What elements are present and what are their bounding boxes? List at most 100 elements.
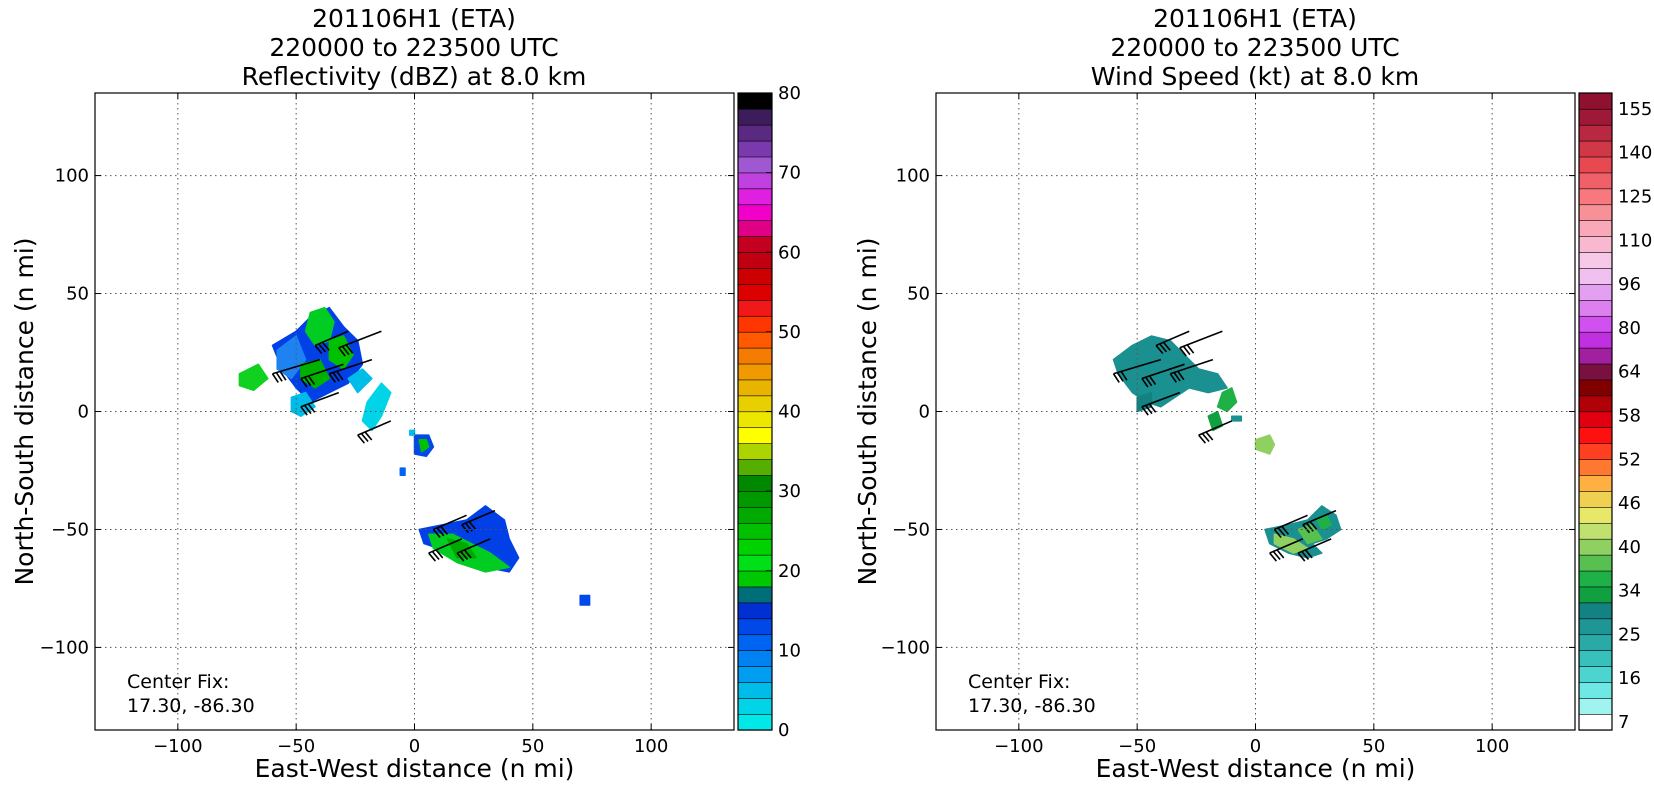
- x-tick-label: 50: [521, 736, 544, 757]
- echo-cell: [1254, 434, 1276, 455]
- wind-barb: [1269, 538, 1304, 562]
- x-tick-label: 50: [1362, 736, 1385, 757]
- wind-barb: [1155, 330, 1190, 354]
- colorbar: 0 10 20 30 40 50 60 70 80: [737, 83, 801, 741]
- wind-barb-feather: [304, 404, 312, 415]
- colorbar-swatch: [1578, 172, 1613, 190]
- wind-barb-staff: [456, 538, 491, 554]
- center-fix-text: 17.30, -86.30: [968, 695, 1096, 717]
- colorbar-swatch: [737, 474, 773, 492]
- wind-barb-staff: [300, 363, 344, 380]
- wind-barb-feather: [332, 372, 340, 382]
- wind-barb-feather: [321, 341, 330, 351]
- wind-barb: [1179, 330, 1223, 357]
- colorbar-swatch: [1578, 570, 1613, 588]
- wind-barb-feather: [1179, 347, 1187, 357]
- colorbar-swatch: [1578, 522, 1613, 540]
- wind-barb: [300, 391, 340, 416]
- colorbar-swatch: [737, 331, 773, 349]
- colorbar-swatch: [1578, 156, 1613, 174]
- y-tick-label: 0: [78, 402, 89, 423]
- wind-barb: [1169, 358, 1214, 383]
- colorbar-tick-label: 50: [778, 322, 801, 343]
- colorbar-swatch: [737, 554, 773, 572]
- colorbar-swatch: [1578, 427, 1613, 444]
- colorbar-tick-label: 155: [1618, 99, 1652, 120]
- colorbar-swatch: [737, 713, 773, 731]
- wind-barb-staff: [329, 358, 373, 375]
- wind-barb-staff: [1141, 391, 1181, 408]
- colorbar-swatch: [1578, 665, 1613, 683]
- chart-title-line: 201106H1 (ETA): [312, 4, 516, 33]
- colorbar-swatch: [737, 347, 773, 365]
- colorbar-tick-label: 58: [1618, 405, 1641, 426]
- wind-barb-feather: [463, 549, 472, 559]
- colorbar-swatch: [737, 665, 773, 683]
- echo-cell: [418, 439, 430, 453]
- wind-barb: [1198, 420, 1233, 444]
- wind-barb-feather: [318, 343, 327, 353]
- wind-barb-staff: [338, 330, 382, 349]
- plot-frame: [935, 92, 1576, 731]
- x-tick-label: 0: [409, 736, 420, 757]
- echo-cell: [238, 363, 269, 392]
- wind-barb-feather: [1116, 372, 1124, 382]
- wind-barb-feather: [1269, 552, 1278, 562]
- center-fix-text: Center Fix:: [127, 671, 229, 693]
- colorbar-tick-label: 46: [1618, 493, 1641, 514]
- echo-cell: [1316, 514, 1332, 531]
- colorbar-swatch: [1578, 443, 1613, 460]
- y-tick-label: 0: [919, 402, 930, 423]
- colorbar-swatch: [1578, 411, 1613, 429]
- wind-barb-feather: [345, 344, 354, 354]
- colorbar-swatch: [737, 443, 773, 460]
- wind-barb-feather: [1205, 431, 1214, 441]
- wind-barb: [271, 358, 321, 383]
- colorbar-swatch: [1578, 140, 1613, 158]
- wind-barb-staff: [300, 391, 340, 408]
- colorbar-swatch: [1578, 236, 1613, 253]
- colorbar-swatch: [737, 124, 773, 142]
- wind-barb-feather: [1112, 373, 1120, 383]
- wind-barb-staff: [1198, 420, 1233, 436]
- wind-barb-feather: [304, 376, 312, 387]
- colorbar-swatch: [1578, 713, 1613, 731]
- colorbar-swatch: [1578, 379, 1613, 397]
- colorbar-swatch: [1578, 251, 1613, 269]
- colorbar-swatch: [737, 427, 773, 444]
- wind-barb-feather: [1169, 373, 1177, 383]
- colorbar-swatch: [1578, 697, 1613, 715]
- wind-barb: [1141, 391, 1181, 416]
- colorbar-frame: [1578, 92, 1613, 731]
- colorbar-swatch: [1578, 108, 1613, 126]
- colorbar-swatch: [1578, 618, 1613, 636]
- colorbar-swatch: [1578, 458, 1613, 476]
- wind-barb-feather: [341, 345, 350, 356]
- echo-cell: [347, 368, 373, 394]
- wind-barb-staff: [1269, 538, 1304, 554]
- colorbar-tick-label: 80: [778, 83, 801, 104]
- wind-barb-feather: [279, 371, 287, 381]
- colorbar-swatch: [737, 681, 773, 699]
- colorbar-swatch: [1578, 634, 1613, 651]
- colorbar-swatch: [1578, 650, 1613, 667]
- echo-cell: [276, 335, 307, 380]
- wind-barb-feather: [1309, 521, 1318, 531]
- chart-title-line: 201106H1 (ETA): [1153, 4, 1357, 33]
- colorbar-swatch: [737, 140, 773, 158]
- colorbar-swatch: [737, 108, 773, 126]
- colorbar-swatch: [1578, 188, 1613, 206]
- wind-barb-staff: [1155, 330, 1190, 347]
- wind-barb-feather: [307, 403, 316, 413]
- wind-barb-feather: [431, 550, 440, 561]
- wind-barb-feather: [364, 431, 373, 441]
- colorbar-tick-label: 60: [778, 242, 801, 263]
- colorbar-tick-label: 40: [1618, 537, 1641, 558]
- wind-barb-feather: [461, 524, 470, 534]
- wind-barb-staff: [314, 330, 349, 347]
- colorbar-swatch: [1578, 283, 1613, 301]
- colorbar-swatch: [1578, 395, 1613, 413]
- wind-barb-staff: [1302, 509, 1337, 526]
- y-axis-label: North-South distance (n mi): [10, 237, 39, 585]
- wind-barb-staff: [433, 514, 467, 531]
